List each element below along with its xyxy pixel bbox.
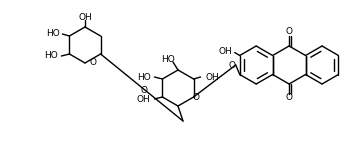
Text: O: O <box>228 61 235 69</box>
Text: OH: OH <box>206 73 219 82</box>
Text: OH: OH <box>219 47 233 56</box>
Text: O: O <box>286 93 293 103</box>
Text: HO: HO <box>46 30 59 38</box>
Text: O: O <box>140 86 147 95</box>
Text: O: O <box>286 28 293 37</box>
Text: HO: HO <box>44 52 57 61</box>
Text: OH: OH <box>137 94 150 104</box>
Text: O: O <box>89 58 96 67</box>
Text: O: O <box>192 93 199 103</box>
Text: OH: OH <box>78 13 92 21</box>
Text: HO: HO <box>137 73 150 82</box>
Text: HO: HO <box>161 55 175 65</box>
